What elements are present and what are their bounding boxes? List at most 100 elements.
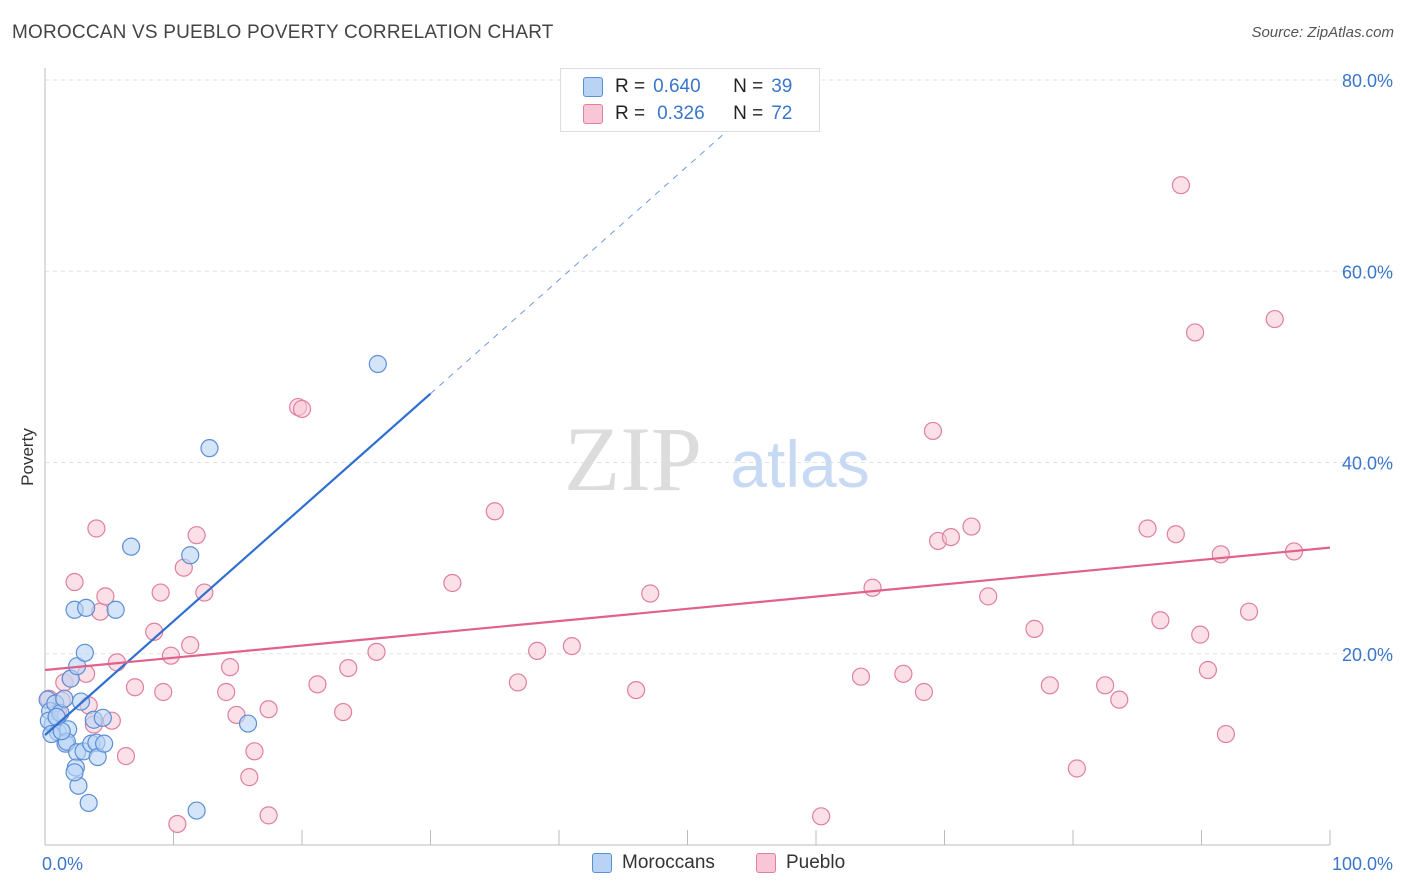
pueblo-point (626, 680, 646, 700)
pueblo-point (151, 583, 170, 602)
y-tick-label: 40.0% (1342, 454, 1393, 474)
pueblo-point (1198, 660, 1218, 680)
moroccans-point (77, 598, 96, 617)
legend-row-moroccans: R = 0.640 N = 39 (583, 75, 792, 99)
y-tick-label: 80.0% (1342, 71, 1393, 91)
pueblo-point (87, 519, 106, 538)
pueblo-swatch (756, 853, 776, 873)
moroccans-point (121, 537, 141, 556)
pueblo-point (851, 667, 871, 686)
pueblo-point (187, 526, 206, 545)
pueblo-point (1110, 690, 1129, 709)
legend-row-pueblo: R = 0.326 N = 72 (583, 102, 792, 126)
pueblo-point (443, 573, 462, 593)
watermark-zip: ZIP (564, 408, 702, 510)
pueblo-point (367, 642, 386, 661)
pueblo-point (923, 421, 943, 441)
moroccans-point (79, 793, 98, 813)
pueblo-point (641, 584, 660, 603)
moroccans-point (368, 354, 387, 374)
pueblo-point (1138, 519, 1157, 538)
legend-r-label: R = (615, 103, 646, 124)
pueblo-point (863, 578, 882, 597)
moroccans-point (106, 600, 125, 619)
legend-n-value: 39 (771, 76, 793, 97)
legend-item-moroccans[interactable]: Moroccans (592, 852, 715, 874)
pueblo-point (161, 646, 181, 665)
pueblo-point (96, 587, 115, 606)
pueblo-point (181, 636, 200, 655)
legend-label-pueblo: Pueblo (786, 852, 846, 873)
pueblo-point (812, 807, 831, 826)
moroccans-point (238, 714, 258, 733)
axes (44, 68, 1331, 846)
moroccans-swatch (592, 853, 612, 873)
pueblo-point (528, 641, 547, 660)
pueblo-point (941, 527, 961, 547)
moroccans-point (187, 801, 206, 820)
y-tick-label: 20.0% (1342, 645, 1393, 665)
pueblo-swatch (583, 104, 603, 124)
pueblo-point (154, 682, 173, 702)
legend-r-value: 0.640 (653, 76, 701, 97)
pueblo-point (259, 806, 278, 825)
pueblo-point (1040, 676, 1059, 695)
y-tick-labels: 20.0% 40.0% 60.0% 80.0% (1342, 71, 1393, 665)
y-axis-label: Poverty (18, 428, 37, 486)
pueblo-point (962, 517, 981, 536)
pueblo-point (1216, 724, 1236, 744)
legend-item-pueblo[interactable]: Pueblo (756, 852, 845, 874)
legend-label-moroccans: Moroccans (622, 852, 715, 873)
pueblo-point (339, 658, 358, 678)
trend-lines (44, 108, 1331, 736)
moroccans-points (38, 354, 387, 820)
series-legend: Moroccans Pueblo (0, 852, 1406, 878)
x-tick-labels: 0.0% 100.0% (42, 854, 1393, 874)
watermark: ZIP atlas (564, 408, 870, 510)
moroccans-point (75, 643, 94, 662)
pueblo-point (220, 658, 240, 677)
pueblo-point (914, 682, 934, 702)
chart-title: MOROCCAN VS PUEBLO POVERTY CORRELATION C… (12, 22, 554, 43)
x-tick-label: 100.0% (1332, 854, 1393, 874)
watermark-atlas: atlas (730, 427, 869, 501)
pueblo-point (508, 673, 527, 692)
pueblo-point (1191, 625, 1210, 644)
legend-r-value: 0.326 (657, 103, 705, 124)
pueblo-point (1171, 176, 1191, 195)
moroccans-point (95, 734, 114, 753)
y-tick-label: 60.0% (1342, 262, 1393, 282)
pueblo-point (1211, 545, 1230, 564)
moroccans-point (181, 546, 200, 565)
pueblo-point (485, 502, 504, 521)
pueblo-point (245, 742, 264, 761)
moroccans-point (93, 708, 112, 727)
moroccans-point (200, 439, 219, 458)
grid-lines (45, 79, 1395, 655)
pueblo-point (65, 572, 84, 592)
pueblo-point (240, 768, 259, 787)
pueblo-point (334, 702, 353, 722)
legend-n-value: 72 (771, 103, 793, 124)
pueblo-point (1185, 323, 1205, 342)
x-tick-label: 0.0% (42, 854, 83, 874)
pueblo-trend-line (44, 546, 1331, 672)
moroccans-swatch (583, 77, 603, 97)
pueblo-point (1096, 676, 1115, 695)
pueblo-point (1067, 759, 1086, 778)
pueblo-point (116, 746, 136, 766)
moroccans-point (55, 689, 74, 708)
moroccans-point (65, 763, 84, 782)
legend-n-label: N = (733, 103, 764, 124)
pueblo-point (1239, 602, 1259, 621)
pueblo-point (979, 587, 998, 606)
pueblo-point (1166, 525, 1185, 544)
pueblo-point (125, 678, 145, 697)
pueblo-point (1151, 611, 1170, 630)
pueblo-point (168, 814, 187, 834)
pueblo-point (217, 682, 236, 702)
correlation-legend: R = 0.640 N = 39 R = 0.326 N = 72 (560, 68, 820, 132)
pueblo-point (1265, 309, 1284, 329)
moroccans-point (47, 707, 66, 726)
